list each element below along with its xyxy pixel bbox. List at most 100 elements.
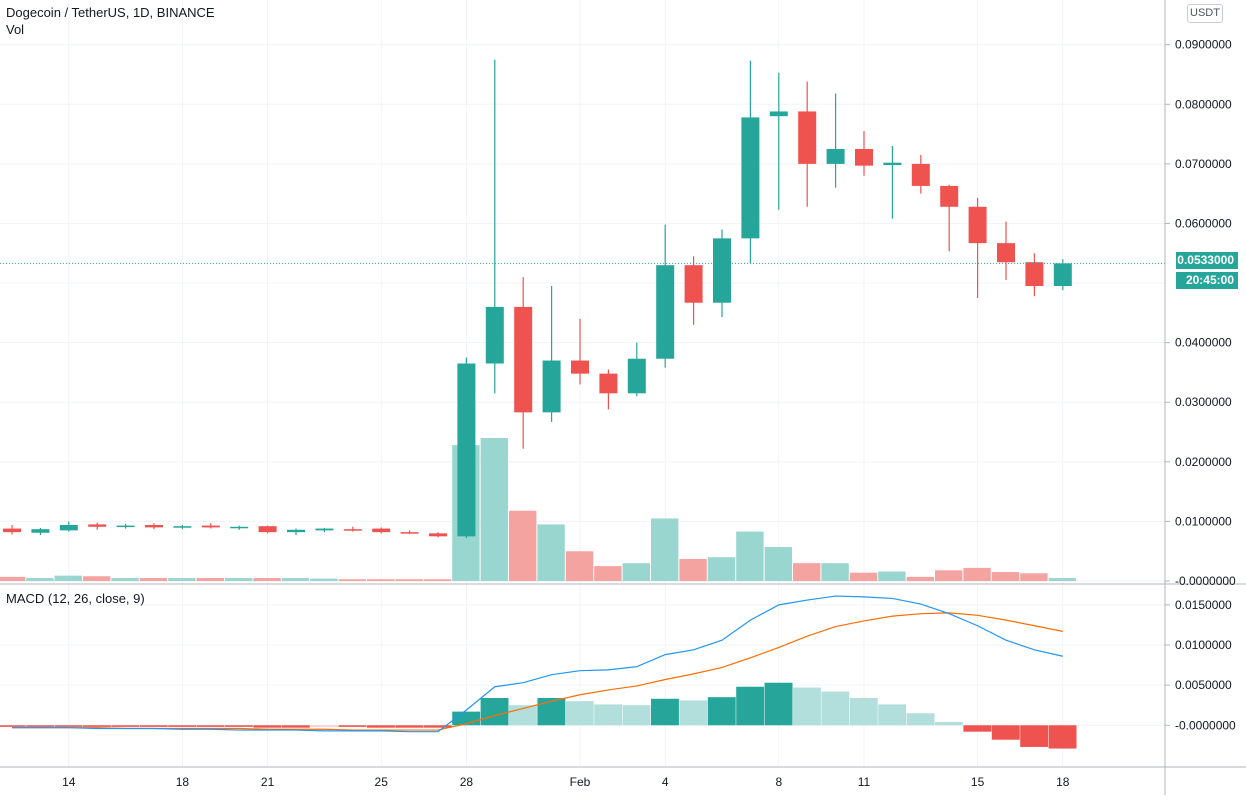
volume-bar <box>168 578 196 582</box>
candle-body <box>3 528 21 533</box>
candle <box>627 342 646 397</box>
macd-histogram-bar <box>111 725 140 727</box>
candle <box>798 81 817 207</box>
volume-bar <box>310 578 338 582</box>
macd-histogram-bar <box>707 697 736 726</box>
candle <box>315 527 334 533</box>
bar-countdown-tag: 20:45:00 <box>1176 272 1238 289</box>
candle <box>173 525 192 530</box>
macd-histogram-bar <box>906 713 935 726</box>
macd-legend[interactable]: MACD (12, 26, close, 9) <box>6 591 145 606</box>
time-axis-label: 15 <box>971 775 985 789</box>
candle-body <box>713 238 731 303</box>
volume-bar <box>509 510 537 582</box>
macd-histogram-bar <box>537 697 566 726</box>
candle-body <box>400 532 419 534</box>
candle-body <box>258 526 277 533</box>
time-axis-label: 28 <box>460 775 474 789</box>
candle-body <box>372 528 391 533</box>
volume-bar <box>139 578 168 582</box>
candle-body <box>826 148 845 164</box>
candle-body <box>429 533 447 537</box>
macd-histogram-bar <box>849 697 878 726</box>
candle <box>457 357 476 539</box>
candle-body <box>31 529 50 533</box>
macd-histogram-bar <box>821 691 850 726</box>
volume-bar <box>253 578 281 582</box>
candle <box>201 523 220 529</box>
time-axis-label: 14 <box>62 775 76 789</box>
volume-bar <box>906 576 934 582</box>
macd-histogram-bar <box>793 687 821 726</box>
candle <box>940 184 959 252</box>
volume-bar <box>991 572 1020 582</box>
candle-body <box>911 163 930 186</box>
macd-histogram-bar <box>1048 725 1077 749</box>
candle <box>571 318 589 385</box>
time-axis-label: 25 <box>375 775 389 789</box>
chart-title[interactable]: Dogecoin / TetherUS, 1D, BINANCE <box>6 5 215 20</box>
macd-line <box>12 595 1063 733</box>
macd-histogram-bar <box>679 700 708 726</box>
candle-body <box>627 358 646 394</box>
macd-histogram-bar <box>0 725 26 727</box>
macd-axis-label: 0.0100000 <box>1175 638 1232 652</box>
volume-legend[interactable]: Vol <box>6 22 25 37</box>
macd-histogram-bar <box>26 725 55 727</box>
candle-body <box>741 117 760 239</box>
candle-body <box>485 306 504 364</box>
volume-bar <box>0 576 26 582</box>
price-axis-label: 0.0800000 <box>1175 97 1232 111</box>
price-axis-label: 0.0300000 <box>1175 395 1232 409</box>
candle <box>485 59 504 394</box>
candle-body <box>684 265 703 303</box>
volume-bar <box>622 563 650 582</box>
volume-bar <box>480 438 508 582</box>
volume-bar <box>594 566 622 582</box>
currency-button[interactable]: USDT <box>1187 4 1223 23</box>
macd-histogram-bar <box>480 697 509 726</box>
candle-body <box>315 528 334 531</box>
candle <box>542 286 561 422</box>
macd-histogram-bar <box>622 705 651 726</box>
time-axis-label: 4 <box>662 775 669 789</box>
candle-body <box>769 111 788 117</box>
candle <box>400 530 419 534</box>
candle-body <box>230 526 249 529</box>
time-axis-label: 11 <box>858 775 871 789</box>
volume-bar <box>83 576 111 582</box>
macd-histogram-bar <box>736 686 765 726</box>
candle <box>713 229 731 318</box>
volume-bar <box>935 570 963 582</box>
macd-histogram-bar <box>196 725 225 727</box>
time-axis-label: 21 <box>261 775 275 789</box>
macd-axis-label: 0.0050000 <box>1175 678 1232 692</box>
candle <box>230 525 249 530</box>
candle-body <box>940 185 959 207</box>
time-axis-label: Feb <box>570 775 591 789</box>
volume-bar <box>821 563 849 582</box>
candle-body <box>88 524 107 527</box>
candle-layer <box>0 59 1165 539</box>
volume-bar <box>565 551 594 582</box>
volume-bar <box>281 578 310 582</box>
candle <box>826 93 845 188</box>
price-axis-label: 0.0200000 <box>1175 455 1232 469</box>
candle-body <box>883 162 902 166</box>
candle-body <box>542 360 561 413</box>
candle <box>599 369 618 410</box>
candle <box>769 72 788 210</box>
candle-body <box>656 265 675 359</box>
candle-body <box>514 306 533 413</box>
candle <box>514 277 533 449</box>
volume-bar <box>736 531 764 582</box>
candle <box>287 528 305 536</box>
candle-body <box>997 243 1015 263</box>
candle <box>88 522 107 530</box>
volume-bar <box>26 578 54 582</box>
macd-histogram-layer <box>0 682 1077 749</box>
macd-axis-label: 0.0150000 <box>1175 598 1232 612</box>
candle <box>855 131 873 176</box>
